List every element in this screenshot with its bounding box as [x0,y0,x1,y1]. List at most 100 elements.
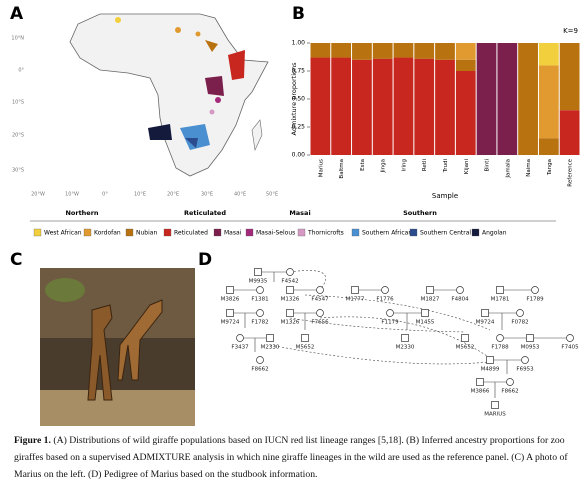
pedigree-male [421,309,429,317]
madagascar [251,119,263,152]
pedigree-label: F1179 [381,320,399,326]
pedigree-male [301,334,309,342]
pedigree-dashed-link [304,294,491,331]
pedigree-label: F0782 [511,320,528,326]
pedigree-label: MARIUS [484,412,506,418]
range [185,138,198,148]
pedigree-label: F7656 [311,320,329,326]
pedigree-female [566,334,574,342]
pedigree-label: M5652 [456,345,475,351]
lon-label: 30°E [201,192,213,198]
bar-segment [559,110,580,155]
bar-segment [455,43,476,60]
y-tick-label: 0.00 [292,152,306,159]
pedigree-label: F1381 [251,297,268,303]
pedigree-male [401,334,409,342]
annotation: K=9 [563,27,578,35]
legend-swatch [471,228,480,237]
x-tick-label: Naima [526,159,532,177]
pedigree-male [496,286,504,294]
x-tick-label: Kijani [464,159,470,175]
caption: Figure 1. (A) Distributions of wild gira… [14,432,574,483]
pedigree-label: F8662 [251,367,268,373]
legend-label: Southern African [362,230,412,237]
legend-label: Masai-Selous [256,230,295,237]
bar-segment [497,43,518,155]
pedigree-label: F7405 [561,345,579,351]
pedigree-female [256,286,264,294]
bar-segment [414,58,435,155]
pedigree-dashed-link [289,317,466,333]
pedigree-male [526,334,534,342]
pedigree-label: F3437 [231,345,249,351]
pedigree-female [516,309,524,317]
pedigree-label: M3826 [221,297,240,303]
range [209,109,215,115]
y-tick-label: 1.00 [292,40,306,47]
pedigree-label: F1788 [491,345,509,351]
bar-segment [372,43,393,59]
map [69,13,269,177]
lon-label: 50°E [266,192,278,198]
bar-segment [559,43,580,111]
pedigree-female [236,334,244,342]
legend-swatch [245,228,254,237]
pedigree-dashed-link [319,316,491,359]
x-tick-label: Jinga [381,159,387,174]
legend-swatch [351,228,360,237]
legend-group: Masai [289,209,310,217]
pedigree-label: M2330 [396,345,415,351]
legend-label: Angolan [482,230,507,237]
bar-segment [352,59,372,155]
hay-net [45,278,85,302]
legend-label: Reticulated [174,230,208,237]
bar-segment [310,57,331,156]
x-tick-label: Retli [422,159,428,172]
panel-label: D [198,250,212,270]
pedigree-male [486,356,494,364]
caption-text: (A) Distributions of wild giraffe popula… [14,435,568,480]
pedigree-label: F4542 [281,279,298,285]
range [180,124,210,150]
pedigree-female [381,286,389,294]
range [115,17,121,23]
bar-segment [538,43,559,66]
x-tick-label: Iring [401,159,407,171]
photo [40,268,195,426]
africa [69,13,269,177]
pedigree-female [316,286,324,294]
pedigree-male [476,378,484,386]
bar-segment [455,71,476,155]
range [205,40,218,52]
pedigree-female [256,356,264,364]
legend-group: Northern [65,209,98,217]
x-tick-label: Reference [568,158,574,186]
lat-label: 0° [18,68,24,74]
pedigree-female [521,356,529,364]
giraffe [117,299,163,381]
pedigree-male [226,286,234,294]
bar-segment [393,43,414,58]
bar-segment [476,43,497,155]
pedigree-label: M4899 [481,367,500,373]
bar-segment [538,65,559,139]
pedigree-male [461,334,469,342]
pedigree-female [531,286,539,294]
lon-label: 10°W [65,192,79,198]
panel-label: A [10,4,24,24]
pedigree-label: M3866 [471,389,490,395]
giraffe [87,304,113,401]
legend-swatch [163,228,172,237]
legend-label: Kordofan [94,230,121,237]
pedigree-label: M1827 [421,297,440,303]
pedigree-label: F1782 [251,320,268,326]
lon-label: 20°W [31,192,45,198]
y-tick-label: 0.75 [292,68,306,75]
panel-label: C [10,250,22,270]
bar-segment [352,43,372,60]
x-axis-label: Sample [432,192,458,200]
lat-label: 20°S [12,133,24,139]
pedigree-label: F1789 [526,297,544,303]
lon-label: 10°E [134,192,146,198]
